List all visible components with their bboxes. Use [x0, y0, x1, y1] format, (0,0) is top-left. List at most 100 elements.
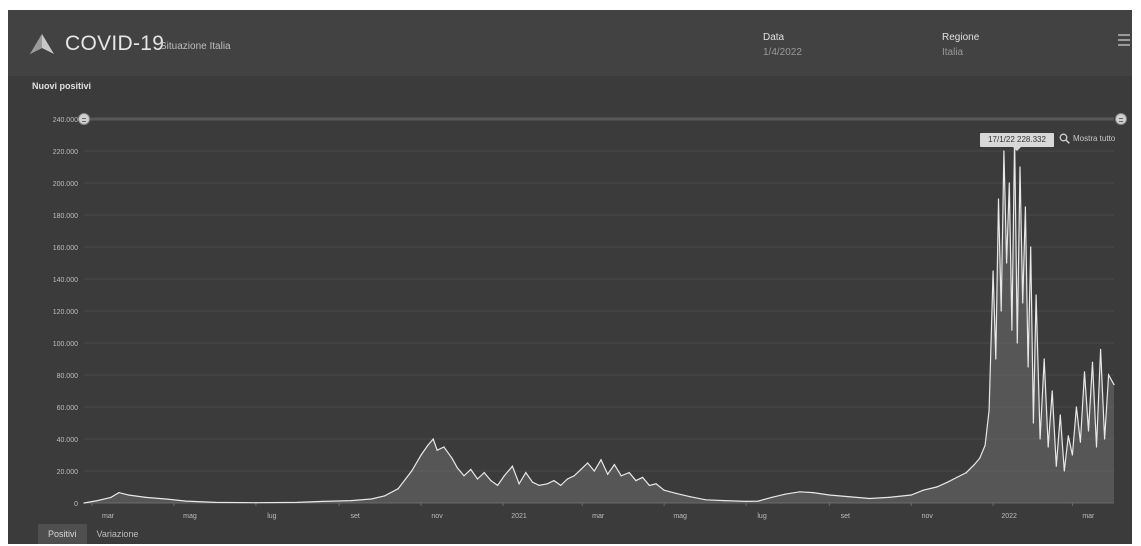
app-subtitle: Situazione Italia	[160, 41, 231, 52]
data-point	[538, 484, 540, 486]
data-point	[984, 444, 986, 446]
data-point	[350, 500, 352, 502]
data-point	[1039, 438, 1041, 440]
data-point	[600, 459, 602, 461]
y-tick-label: 220.000	[53, 149, 78, 156]
app-window: COVID-19 Situazione Italia Data 1/4/2022…	[8, 10, 1132, 544]
data-point	[689, 496, 691, 498]
data-point	[518, 483, 520, 485]
data-point	[997, 198, 1000, 200]
y-tick-label: 120.000	[53, 309, 78, 316]
data-point	[296, 501, 299, 503]
data-point	[724, 500, 726, 502]
y-tick-label: 160.000	[53, 245, 78, 252]
data-point	[869, 497, 871, 500]
data-point	[483, 472, 485, 474]
data-point	[1075, 406, 1077, 408]
data-point	[1051, 390, 1053, 392]
range-handle-left[interactable]	[78, 113, 90, 125]
data-point	[1087, 430, 1090, 432]
data-point	[1108, 374, 1110, 376]
data-point	[215, 501, 217, 503]
data-point	[1030, 246, 1032, 248]
region-select[interactable]: Italia	[942, 47, 964, 58]
data-point	[979, 457, 981, 459]
data-point	[1043, 358, 1045, 360]
data-point	[607, 473, 609, 475]
tab-positivi[interactable]: Positivi	[38, 524, 87, 544]
data-point	[1006, 262, 1008, 264]
data-point	[956, 476, 958, 478]
app-header: COVID-19 Situazione Italia Data 1/4/2022…	[8, 10, 1132, 76]
data-point	[1091, 361, 1094, 363]
data-point	[1003, 150, 1005, 152]
data-point	[553, 480, 555, 482]
data-point	[470, 468, 472, 470]
data-point	[745, 500, 747, 502]
data-point	[1000, 310, 1002, 312]
data-point	[910, 494, 912, 496]
data-point	[165, 498, 167, 500]
data-point	[397, 488, 399, 490]
x-tick-label: mar	[1082, 513, 1095, 520]
data-point	[411, 470, 413, 472]
data-point	[127, 494, 129, 496]
hamburger-menu-icon[interactable]	[1118, 34, 1130, 48]
data-point	[628, 472, 630, 474]
chart-tabs: Positivi Variazione	[38, 524, 148, 544]
data-point	[546, 483, 548, 485]
x-tick-label: nov	[922, 513, 934, 520]
x-tick-label: lug	[757, 513, 766, 520]
data-point	[936, 486, 938, 488]
series-points	[83, 137, 1115, 504]
y-tick-label: 140.000	[53, 277, 78, 284]
x-tick-label: lug	[267, 513, 276, 520]
data-point	[587, 462, 589, 464]
show-all-button[interactable]: Mostra tutto	[1073, 134, 1116, 143]
data-point	[436, 449, 438, 451]
data-point	[784, 493, 786, 495]
data-point	[613, 464, 616, 466]
chart-grid	[84, 118, 1114, 504]
data-point	[463, 475, 465, 477]
data-point	[145, 496, 147, 498]
data-point	[771, 496, 773, 498]
y-tick-label: 180.000	[53, 213, 78, 220]
data-point	[255, 502, 257, 504]
data-point	[946, 481, 949, 483]
data-point	[451, 457, 453, 459]
data-point	[96, 500, 98, 502]
data-point	[511, 465, 513, 467]
data-point	[497, 484, 499, 486]
app-title: COVID-19	[65, 32, 165, 55]
data-point	[992, 270, 994, 272]
y-tick-label: 100.000	[53, 341, 78, 348]
data-point	[1027, 366, 1029, 368]
y-tick-label: 0	[74, 501, 78, 508]
data-point	[965, 472, 967, 474]
range-handle-right[interactable]	[1115, 113, 1127, 125]
x-tick-label: mar	[102, 513, 115, 520]
data-point	[635, 480, 637, 482]
zoom-icon[interactable]	[1059, 133, 1070, 144]
data-point	[1079, 441, 1081, 443]
data-point	[705, 499, 707, 501]
data-point	[580, 468, 582, 470]
data-point	[1024, 206, 1026, 208]
data-point	[1100, 348, 1102, 350]
data-point	[476, 478, 479, 480]
data-point	[432, 438, 434, 440]
data-point	[593, 470, 595, 472]
tab-variazione[interactable]: Variazione	[96, 529, 139, 539]
data-point	[1035, 294, 1037, 296]
data-point	[988, 409, 990, 411]
date-value[interactable]: 1/4/2022	[763, 47, 802, 58]
x-tick-label: mag	[183, 513, 197, 520]
y-tick-label: 80.000	[57, 373, 79, 380]
data-point	[573, 475, 575, 477]
data-point	[887, 496, 890, 498]
data-point	[995, 358, 997, 360]
data-point	[973, 464, 975, 466]
data-point	[1095, 446, 1098, 448]
data-point	[83, 502, 85, 504]
